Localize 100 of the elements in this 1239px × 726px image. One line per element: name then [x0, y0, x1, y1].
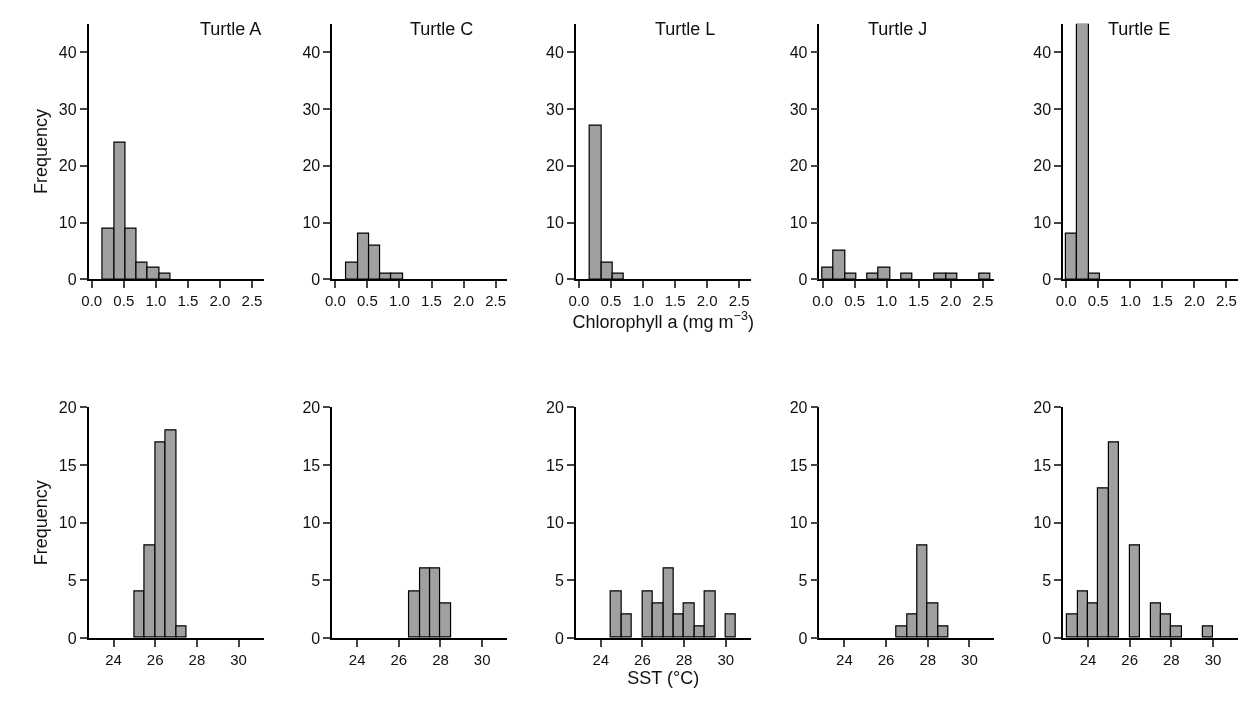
- x-tick-label: 2.0: [696, 292, 718, 310]
- x-tick-label: 28: [432, 650, 449, 668]
- y-tick-label: 0: [554, 629, 564, 647]
- y-tick-label: 20: [58, 399, 77, 417]
- x-tick-label: 26: [390, 650, 408, 668]
- y-tick-label: 40: [546, 43, 564, 61]
- x-tick-label: 2.0: [453, 292, 474, 310]
- y-tick-label: 10: [58, 214, 77, 232]
- y-tick-label: 40: [789, 43, 808, 61]
- x-tick-label: 1.0: [389, 292, 410, 310]
- x-tick-label: 28: [188, 650, 206, 668]
- y-tick-label: 30: [58, 100, 77, 118]
- y-tick-label: 40: [1033, 43, 1052, 61]
- y-tick-label: 0: [1042, 271, 1052, 289]
- y-tick-label: 15: [789, 456, 808, 474]
- y-tick-label: 15: [1033, 456, 1052, 474]
- y-axis-title: Frequency: [31, 109, 52, 195]
- x-tick-label: 26: [877, 650, 895, 668]
- x-tick-label: 24: [1079, 650, 1097, 668]
- x-tick-label: 2.5: [485, 292, 507, 310]
- x-tick-label: 26: [1121, 650, 1139, 668]
- x-tick-label: 2.5: [972, 292, 994, 310]
- y-tick-label: 15: [302, 456, 321, 474]
- y-tick-label: 40: [58, 43, 77, 61]
- y-tick-label: 5: [554, 571, 564, 589]
- x-tick-label: 0.5: [600, 292, 622, 310]
- x-tick-label: 1.5: [664, 292, 686, 310]
- y-tick-label: 30: [1033, 100, 1052, 118]
- y-tick-label: 10: [789, 514, 808, 532]
- x-tick-label: 30: [717, 650, 735, 668]
- chart-title: Turtle A: [200, 19, 262, 39]
- x-tick-label: 24: [836, 650, 853, 668]
- x-tick-label: 28: [919, 650, 937, 668]
- x-tick-label: 1.0: [145, 292, 167, 310]
- x-tick-label: 2.0: [1183, 292, 1205, 310]
- x-tick-label: 0.0: [81, 292, 103, 310]
- y-tick-label: 20: [1033, 157, 1052, 175]
- x-tick-label: 0.0: [568, 292, 590, 310]
- x-tick-label: 1.5: [177, 292, 199, 310]
- x-tick-label: 2.0: [940, 292, 962, 310]
- y-tick-label: 0: [1042, 629, 1052, 647]
- y-tick-label: 5: [311, 571, 321, 589]
- x-tick-label: 1.5: [421, 292, 442, 310]
- y-tick-label: 20: [546, 157, 564, 175]
- y-tick-label: 0: [67, 271, 77, 289]
- y-tick-label: 0: [311, 629, 321, 647]
- y-tick-label: 20: [58, 157, 77, 175]
- x-tick-label: 2.0: [209, 292, 231, 310]
- x-tick-label: 24: [105, 650, 122, 668]
- x-tick-label: 24: [348, 650, 366, 668]
- y-tick-label: 0: [311, 271, 321, 289]
- x-tick-label: 2.5: [241, 292, 263, 310]
- x-tick-label: 28: [675, 650, 693, 668]
- y-tick-label: 10: [789, 214, 808, 232]
- x-tick-label: 0.5: [1087, 292, 1109, 310]
- y-tick-label: 10: [1033, 214, 1052, 232]
- y-tick-label: 20: [302, 399, 321, 417]
- x-tick-label: 30: [230, 650, 247, 668]
- y-tick-label: 5: [798, 571, 808, 589]
- y-tick-label: 20: [546, 399, 564, 417]
- y-tick-label: 0: [798, 629, 808, 647]
- y-tick-label: 10: [546, 514, 564, 532]
- y-tick-label: 10: [302, 514, 321, 532]
- y-tick-label: 40: [302, 43, 321, 61]
- y-tick-label: 15: [58, 456, 77, 474]
- x-tick-label: 30: [961, 650, 978, 668]
- y-tick-label: 30: [302, 100, 321, 118]
- chart-title: Turtle E: [1108, 19, 1171, 39]
- x-tick-label: 26: [146, 650, 164, 668]
- x-tick-label: 1.0: [632, 292, 654, 310]
- x-tick-label: 0.5: [113, 292, 135, 310]
- x-axis-title: SST (°C): [627, 667, 700, 688]
- y-tick-label: 30: [789, 100, 808, 118]
- x-tick-label: 0.5: [356, 292, 378, 310]
- y-axis-title: Frequency: [31, 480, 52, 566]
- chart-title: Turtle L: [655, 19, 716, 39]
- chart-title: Turtle C: [410, 19, 474, 39]
- x-axis-title: Chlorophyll a (mg m$^{−3}$): [572, 309, 754, 332]
- x-tick-label: 0.0: [812, 292, 834, 310]
- y-tick-label: 10: [1033, 514, 1052, 532]
- x-tick-label: 2.5: [728, 292, 750, 310]
- x-tick-label: 0.0: [1055, 292, 1077, 310]
- x-tick-label: 26: [634, 650, 651, 668]
- x-tick-label: 0.5: [844, 292, 866, 310]
- y-tick-label: 20: [789, 157, 808, 175]
- y-tick-label: 10: [58, 514, 77, 532]
- y-tick-label: 15: [546, 456, 564, 474]
- x-tick-label: 24: [592, 650, 610, 668]
- y-tick-label: 20: [1033, 399, 1052, 417]
- x-tick-label: 30: [1204, 650, 1222, 668]
- x-tick-label: 1.5: [1151, 292, 1173, 310]
- y-tick-label: 5: [1042, 571, 1052, 589]
- x-tick-label: 1.0: [1119, 292, 1141, 310]
- x-tick-label: 30: [473, 650, 491, 668]
- y-tick-label: 10: [302, 214, 321, 232]
- y-tick-label: 5: [67, 571, 77, 589]
- y-tick-label: 0: [67, 629, 77, 647]
- x-tick-label: 2.5: [1216, 292, 1237, 310]
- y-tick-label: 30: [546, 100, 564, 118]
- x-tick-label: 1.5: [908, 292, 930, 310]
